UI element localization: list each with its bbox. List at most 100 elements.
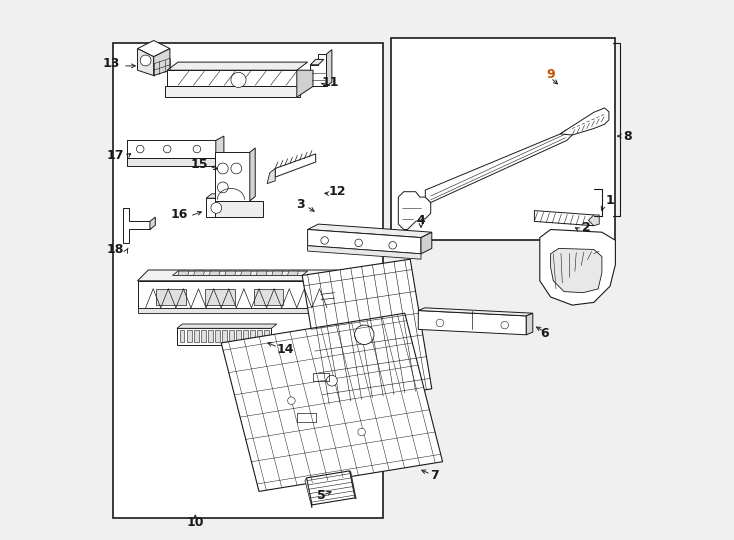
Bar — [222, 330, 227, 342]
Text: 3: 3 — [296, 198, 305, 211]
Polygon shape — [194, 271, 205, 275]
Polygon shape — [241, 271, 252, 275]
Polygon shape — [275, 154, 316, 177]
Circle shape — [137, 145, 144, 153]
Text: 5: 5 — [317, 489, 326, 502]
Polygon shape — [167, 62, 308, 70]
Bar — [180, 330, 184, 342]
Polygon shape — [137, 308, 327, 313]
Polygon shape — [137, 49, 153, 76]
Text: 11: 11 — [321, 76, 338, 89]
Polygon shape — [256, 271, 267, 275]
Polygon shape — [308, 246, 421, 259]
Polygon shape — [206, 194, 232, 198]
Polygon shape — [308, 230, 421, 254]
Polygon shape — [267, 168, 275, 184]
Polygon shape — [308, 224, 432, 238]
Polygon shape — [307, 471, 355, 505]
Polygon shape — [560, 108, 609, 135]
Circle shape — [217, 163, 228, 174]
Polygon shape — [589, 215, 599, 226]
Polygon shape — [178, 271, 189, 275]
Bar — [229, 330, 233, 342]
Bar — [215, 330, 219, 342]
Polygon shape — [310, 54, 327, 86]
Polygon shape — [349, 471, 356, 499]
Polygon shape — [418, 310, 526, 335]
Polygon shape — [209, 271, 220, 275]
Polygon shape — [288, 271, 299, 275]
Polygon shape — [305, 478, 312, 508]
Circle shape — [288, 397, 295, 404]
Polygon shape — [137, 270, 338, 281]
Polygon shape — [425, 130, 573, 202]
Polygon shape — [153, 49, 170, 76]
Polygon shape — [421, 232, 432, 254]
Polygon shape — [127, 140, 216, 158]
Bar — [243, 330, 247, 342]
Bar — [264, 330, 269, 342]
Polygon shape — [164, 86, 299, 97]
Polygon shape — [150, 217, 156, 230]
Text: 9: 9 — [546, 68, 555, 81]
Polygon shape — [550, 248, 602, 293]
Polygon shape — [418, 308, 533, 316]
Bar — [236, 330, 241, 342]
Bar — [194, 330, 198, 342]
Text: 16: 16 — [170, 208, 188, 221]
Circle shape — [501, 321, 509, 329]
Text: 8: 8 — [623, 130, 632, 143]
Circle shape — [389, 241, 396, 249]
Polygon shape — [167, 70, 297, 86]
Text: 13: 13 — [102, 57, 120, 70]
Polygon shape — [539, 230, 615, 305]
Text: 7: 7 — [430, 469, 439, 482]
Polygon shape — [327, 50, 332, 86]
Circle shape — [231, 72, 246, 87]
Polygon shape — [297, 70, 313, 97]
Polygon shape — [302, 259, 432, 405]
Bar — [156, 289, 186, 305]
Bar — [254, 289, 283, 305]
Bar — [257, 330, 262, 342]
Circle shape — [327, 375, 338, 386]
Circle shape — [231, 163, 241, 174]
Polygon shape — [250, 148, 255, 201]
Text: 17: 17 — [106, 149, 124, 162]
Polygon shape — [137, 40, 170, 57]
Text: 4: 4 — [417, 214, 426, 227]
Polygon shape — [526, 313, 533, 335]
Circle shape — [355, 239, 363, 247]
Polygon shape — [221, 313, 443, 491]
Text: 18: 18 — [106, 243, 124, 256]
Text: 14: 14 — [276, 343, 294, 356]
Polygon shape — [215, 152, 250, 201]
Bar — [250, 330, 255, 342]
Polygon shape — [137, 281, 327, 308]
Circle shape — [321, 237, 328, 244]
Polygon shape — [215, 201, 264, 217]
Polygon shape — [216, 136, 224, 158]
Bar — [177, 328, 272, 345]
Circle shape — [164, 145, 171, 153]
Polygon shape — [399, 192, 431, 230]
Text: 1: 1 — [606, 194, 614, 207]
Bar — [186, 330, 192, 342]
Bar — [206, 198, 227, 217]
Circle shape — [140, 55, 151, 66]
Text: 15: 15 — [190, 158, 208, 171]
Bar — [205, 289, 235, 305]
Text: 10: 10 — [186, 516, 204, 529]
Polygon shape — [327, 275, 340, 313]
Bar — [391, 38, 615, 240]
Polygon shape — [172, 271, 308, 275]
Circle shape — [217, 182, 228, 193]
Circle shape — [357, 428, 366, 436]
Bar — [113, 43, 383, 518]
Polygon shape — [272, 271, 283, 275]
Bar — [208, 330, 213, 342]
Polygon shape — [310, 59, 324, 65]
Polygon shape — [225, 271, 236, 275]
Circle shape — [436, 319, 443, 327]
Text: 2: 2 — [582, 221, 591, 234]
